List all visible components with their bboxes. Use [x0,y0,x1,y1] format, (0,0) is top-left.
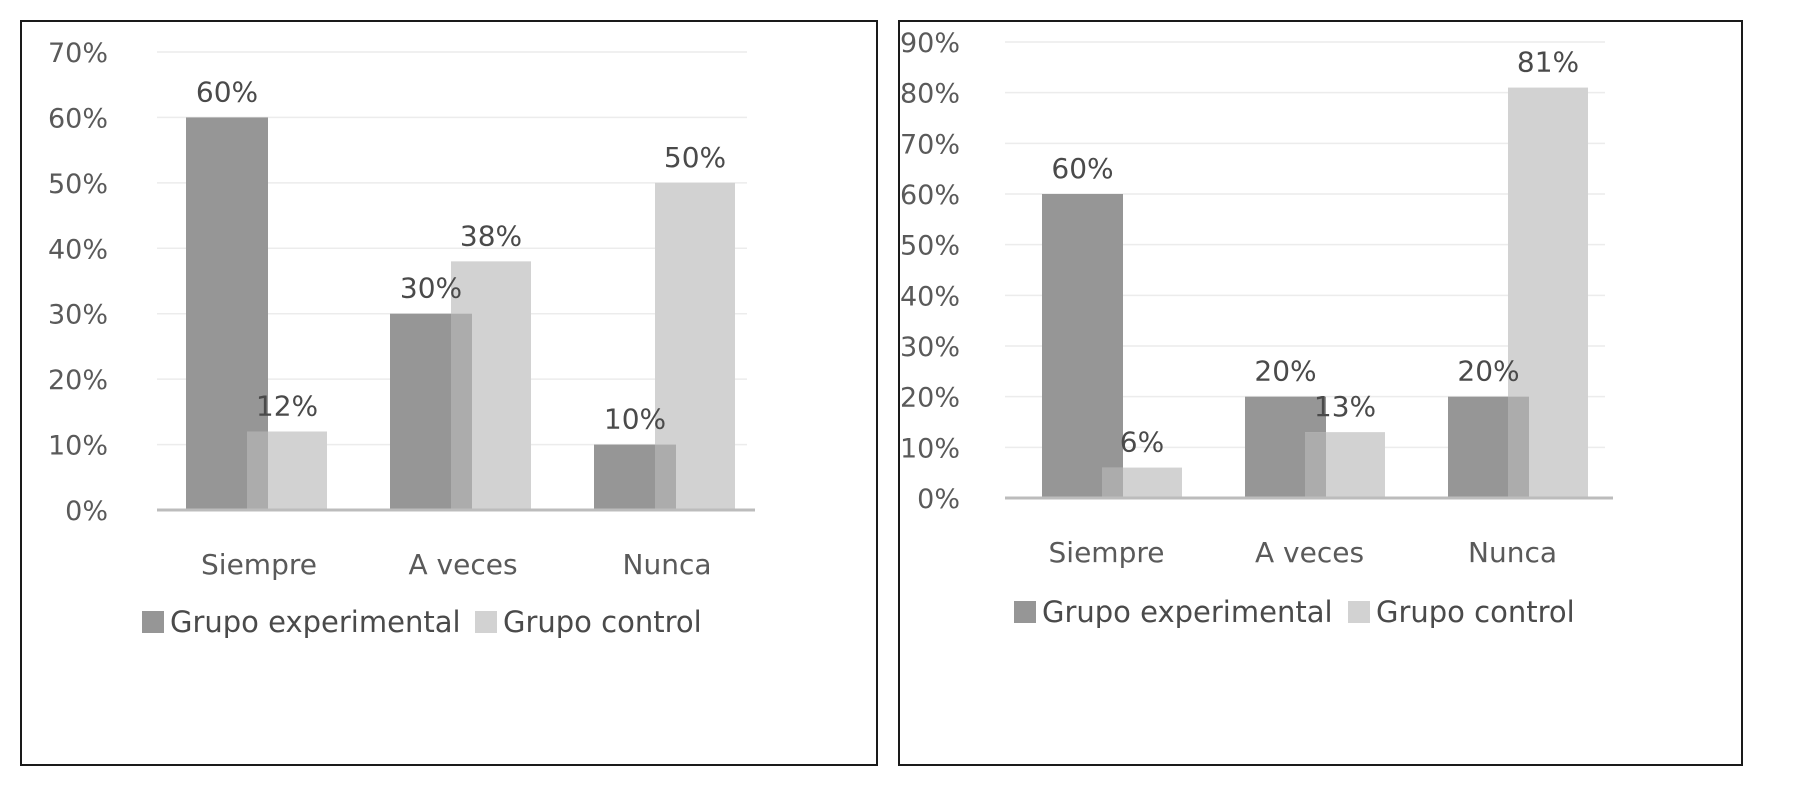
x-category-label: A veces [1255,536,1364,569]
data-label-control: 12% [256,389,318,422]
y-tick-label: 60% [48,103,108,134]
y-tick-label: 10% [900,433,960,464]
chart-panel-2: 0% 10% 20% 30% 40% 50% 60% 70% 80% 90% 60% 6% Siempr… [898,20,1743,766]
data-label-experimental: 20% [1254,355,1316,388]
bar-experimental [1042,194,1123,498]
x-category-label: A veces [408,548,517,581]
legend-swatch [475,611,497,633]
legend-label: Grupo control [1376,595,1575,629]
legend-label: Grupo control [503,605,702,639]
y-tick-label: 60% [900,180,960,211]
y-tick-label: 20% [900,383,960,414]
y-tick-label: 10% [48,431,108,462]
data-label-control: 50% [664,141,726,174]
legend-swatch [142,611,164,633]
bar-overlap [451,313,472,510]
bar-overlap [655,444,676,510]
data-label-experimental: 60% [196,75,258,108]
y-tick-label: 90% [900,28,960,59]
bar-overlap [1305,432,1326,498]
data-label-control: 13% [1314,390,1376,423]
y-tick-label: 0% [917,484,960,515]
data-label-control: 38% [460,219,522,252]
bar-chart-1: 0% 10% 20% 30% 40% 50% 60% 70% 60% 12% Siempre 30% 3… [48,38,755,639]
legend-label: Grupo experimental [1042,595,1333,629]
bar-chart-2: 0% 10% 20% 30% 40% 50% 60% 70% 80% 90% 60% 6% Siempr… [900,28,1613,629]
y-tick-label: 50% [900,231,960,262]
bar-overlap [1102,467,1123,498]
x-category-label: Nunca [1468,536,1557,569]
bar-overlap [1508,396,1529,498]
x-category-label: Siempre [201,548,317,581]
data-label-experimental: 30% [400,272,462,305]
data-label-control: 81% [1517,46,1579,79]
data-label-experimental: 20% [1457,355,1519,388]
x-category-label: Nunca [623,548,712,581]
y-tick-label: 40% [900,281,960,312]
legend-swatch [1014,601,1036,623]
y-tick-label: 70% [48,38,108,69]
data-label-experimental: 60% [1051,152,1113,185]
legend-swatch [1348,601,1370,623]
y-tick-label: 80% [900,79,960,110]
x-category-label: Siempre [1049,536,1165,569]
y-tick-label: 40% [48,234,108,265]
y-tick-label: 30% [900,332,960,363]
y-tick-label: 0% [65,496,108,527]
y-tick-label: 70% [900,129,960,160]
data-label-experimental: 10% [604,403,666,436]
chart-panel-1: 0% 10% 20% 30% 40% 50% 60% 70% 60% 12% Siempre 30% 3… [20,20,878,766]
bar-overlap [247,431,268,510]
y-tick-label: 20% [48,365,108,396]
y-tick-label: 30% [48,300,108,331]
data-label-control: 6% [1120,426,1164,459]
y-tick-label: 50% [48,169,108,200]
legend-label: Grupo experimental [170,605,461,639]
